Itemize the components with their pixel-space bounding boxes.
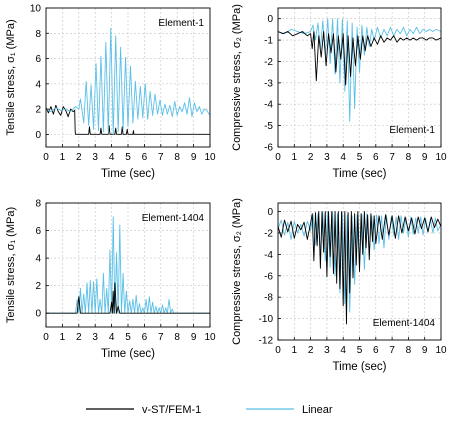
y-tick-label: -2 <box>264 228 273 239</box>
x-tick-label: 4 <box>340 152 346 163</box>
y-tick-label: 0 <box>35 130 41 141</box>
x-tick-label: 2 <box>76 152 82 163</box>
y-tick-label: -10 <box>259 314 274 325</box>
y-tick-label: -4 <box>264 250 273 261</box>
x-tick-label: 10 <box>204 332 216 343</box>
x-tick-label: 8 <box>174 152 180 163</box>
x-tick-label: 2 <box>308 345 314 356</box>
x-tick-label: 5 <box>357 345 363 356</box>
x-tick-label: 10 <box>435 152 447 163</box>
x-tick-label: 0 <box>275 345 281 356</box>
x-tick-label: 2 <box>76 332 82 343</box>
x-tick-label: 6 <box>373 345 379 356</box>
y-tick-label: -5 <box>264 121 273 132</box>
panel-annotation: Element-1 <box>158 18 204 29</box>
y-tick-label: 6 <box>35 226 41 237</box>
x-axis-label: Time (sec) <box>101 168 155 180</box>
x-tick-label: 3 <box>92 332 98 343</box>
x-tick-label: 1 <box>60 152 66 163</box>
x-tick-label: 7 <box>158 152 164 163</box>
y-tick-label: 2 <box>35 105 41 116</box>
series-line-linear <box>46 216 210 314</box>
y-tick-label: 0 <box>267 207 273 218</box>
x-tick-label: 6 <box>142 152 148 163</box>
x-tick-label: 2 <box>308 152 314 163</box>
y-tick-label: 0 <box>35 309 41 320</box>
x-axis-label: Time (sec) <box>333 361 387 373</box>
y-axis-label: Compressive stress, σ₂ (MPa) <box>231 198 243 345</box>
y-tick-label: -12 <box>259 336 274 347</box>
series-line-v-st-fem-1 <box>46 104 210 135</box>
x-tick-label: 8 <box>406 152 412 163</box>
y-tick-label: -6 <box>264 143 273 154</box>
x-tick-label: 9 <box>191 152 197 163</box>
x-axis-label: Time (sec) <box>333 168 387 180</box>
x-tick-label: 1 <box>292 345 298 356</box>
y-tick-label: 4 <box>35 254 41 265</box>
x-tick-label: 1 <box>60 332 66 343</box>
series-line-linear <box>46 27 210 135</box>
legend-label: Linear <box>302 404 333 416</box>
y-tick-label: 8 <box>35 29 41 40</box>
y-axis-label: Tensile stress, σ₁ (MPa) <box>5 207 17 323</box>
x-tick-label: 0 <box>43 332 49 343</box>
panel-annotation: Element-1404 <box>142 213 205 224</box>
y-axis-label: Compressive stress, σ₂ (MPa) <box>231 4 243 151</box>
x-tick-label: 4 <box>340 345 346 356</box>
x-tick-label: 0 <box>43 152 49 163</box>
x-tick-label: 3 <box>92 152 98 163</box>
x-tick-label: 7 <box>389 345 395 356</box>
panel-annotation: Element-1 <box>389 125 435 136</box>
x-tick-label: 5 <box>125 152 131 163</box>
x-tick-label: 8 <box>174 332 180 343</box>
x-tick-label: 5 <box>357 152 363 163</box>
x-tick-label: 3 <box>324 152 330 163</box>
x-tick-label: 5 <box>125 332 131 343</box>
x-tick-label: 8 <box>406 345 412 356</box>
x-tick-label: 3 <box>324 345 330 356</box>
x-tick-label: 4 <box>109 152 115 163</box>
x-tick-label: 9 <box>422 152 428 163</box>
x-tick-label: 9 <box>191 332 197 343</box>
y-tick-label: 2 <box>35 281 41 292</box>
y-tick-label: -8 <box>264 293 273 304</box>
y-tick-label: 0 <box>267 14 273 25</box>
x-tick-label: 0 <box>275 152 281 163</box>
x-axis-label: Time (sec) <box>101 348 155 360</box>
y-tick-label: 8 <box>35 199 41 210</box>
x-tick-label: 6 <box>142 332 148 343</box>
y-tick-label: -6 <box>264 271 273 282</box>
x-tick-label: 7 <box>389 152 395 163</box>
x-tick-label: 7 <box>158 332 164 343</box>
panel-annotation: Element-1404 <box>373 318 436 329</box>
legend-label: v-ST/FEM-1 <box>142 404 201 416</box>
x-tick-label: 6 <box>373 152 379 163</box>
x-tick-label: 9 <box>422 345 428 356</box>
y-tick-label: 4 <box>35 79 41 90</box>
legend: v-ST/FEM-1 Linear <box>86 404 333 416</box>
x-tick-label: 1 <box>292 152 298 163</box>
x-tick-label: 4 <box>109 332 115 343</box>
y-axis-label: Tensile stress, σ₁ (MPa) <box>5 19 17 135</box>
y-tick-label: -4 <box>264 100 273 111</box>
y-tick-label: -3 <box>264 78 273 89</box>
series-line-v-st-fem-1 <box>278 211 441 325</box>
y-tick-label: -2 <box>264 57 273 68</box>
series-line-v-st-fem-1 <box>278 31 441 86</box>
y-tick-label: -1 <box>264 36 273 47</box>
x-tick-label: 10 <box>435 345 447 356</box>
series-line-v-st-fem-1 <box>46 282 210 314</box>
y-tick-label: 10 <box>30 4 42 15</box>
x-tick-label: 10 <box>204 152 216 163</box>
y-tick-label: 6 <box>35 54 41 65</box>
